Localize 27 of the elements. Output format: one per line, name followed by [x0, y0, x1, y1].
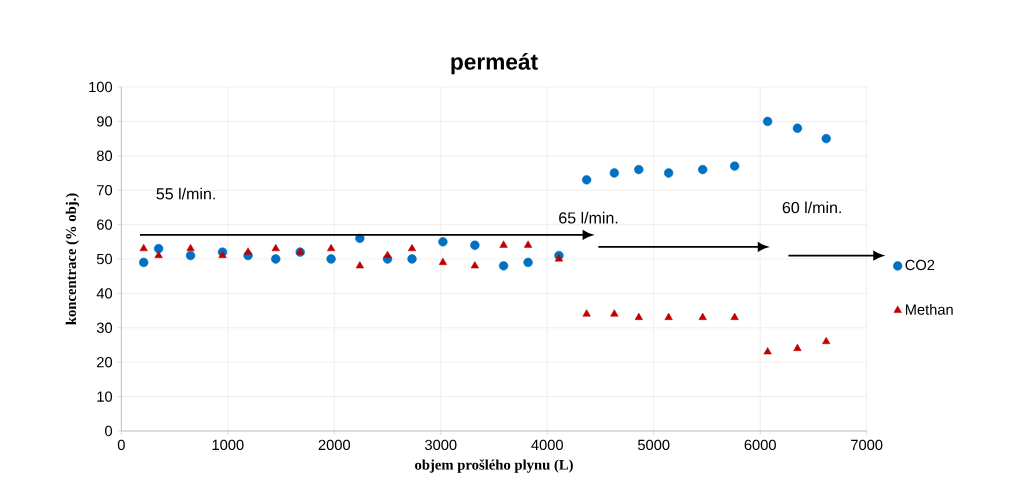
- annotation: 60 l/min.: [782, 201, 841, 214]
- x-tick-label: 4000: [531, 439, 563, 451]
- legend-label: Methan: [905, 304, 953, 315]
- x-tick-label: 6000: [744, 439, 776, 451]
- y-tick-label: 100: [89, 81, 113, 93]
- y-tick-label: 90: [97, 116, 113, 127]
- y-tick-label: 10: [97, 391, 113, 402]
- y-tick-label: 60: [97, 219, 113, 230]
- x-tick-label: 0: [117, 439, 125, 451]
- x-tick-label: 3000: [425, 439, 457, 451]
- y-axis-title: koncentrace (% obj.): [65, 193, 79, 325]
- y-tick-label: 50: [96, 253, 113, 265]
- x-tick-label: 1000: [212, 439, 244, 451]
- annotation: 55 l/min.: [156, 187, 215, 200]
- x-tick-label: 5000: [637, 439, 670, 451]
- y-tick-label: 70: [97, 185, 113, 196]
- x-tick-label: 2000: [318, 439, 351, 451]
- chart-title: permeát: [451, 52, 538, 75]
- x-tick-label: 7000: [851, 439, 883, 451]
- annotation: 65 l/min.: [559, 211, 618, 224]
- y-tick-label: 80: [96, 150, 113, 161]
- y-tick-label: 30: [96, 322, 113, 333]
- x-axis-title: objem prošlého plynu (L): [415, 459, 573, 473]
- y-tick-label: 20: [97, 357, 113, 368]
- legend-label: CO2: [905, 259, 935, 271]
- y-tick-label: 40: [96, 288, 113, 299]
- y-tick-label: 0: [105, 425, 113, 437]
